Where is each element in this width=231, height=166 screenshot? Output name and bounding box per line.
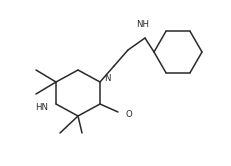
Text: NH: NH <box>136 20 149 29</box>
Text: HN: HN <box>35 102 48 112</box>
Text: N: N <box>103 74 110 83</box>
Text: O: O <box>125 110 132 119</box>
